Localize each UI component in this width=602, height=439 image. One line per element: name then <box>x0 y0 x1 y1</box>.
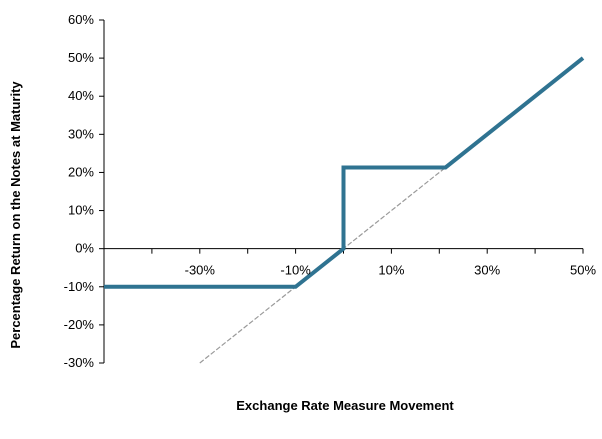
y-tick-label: 30% <box>68 126 94 141</box>
x-tick-label: -10% <box>280 263 311 278</box>
y-tick-label: 0% <box>75 241 94 256</box>
x-tick-label: 30% <box>474 263 500 278</box>
y-axis-title: Percentage Return on the Notes at Maturi… <box>8 81 23 349</box>
y-tick-labels: 60% 50% 40% 30% 20% 10% 0% -10% -20% -30% <box>64 12 95 370</box>
y-tick-label: 20% <box>68 164 94 179</box>
y-tick-label: -20% <box>64 317 95 332</box>
y-tick-label: 10% <box>68 203 94 218</box>
payoff-line <box>104 56 585 289</box>
axes <box>99 19 584 364</box>
x-axis-title: Exchange Rate Measure Movement <box>236 398 454 413</box>
y-tick-label: 40% <box>68 88 94 103</box>
y-tick-label: 50% <box>68 50 94 65</box>
x-tick-label: 50% <box>570 263 596 278</box>
y-tick-label: 60% <box>68 12 94 27</box>
y-tick-label: -30% <box>64 355 95 370</box>
x-tick-labels: -30% -10% 10% 30% 50% <box>185 263 597 278</box>
series-layer <box>104 56 585 364</box>
y-tick-label: -10% <box>64 279 95 294</box>
x-tick-label: -30% <box>185 263 216 278</box>
x-tick-label: 10% <box>378 263 404 278</box>
